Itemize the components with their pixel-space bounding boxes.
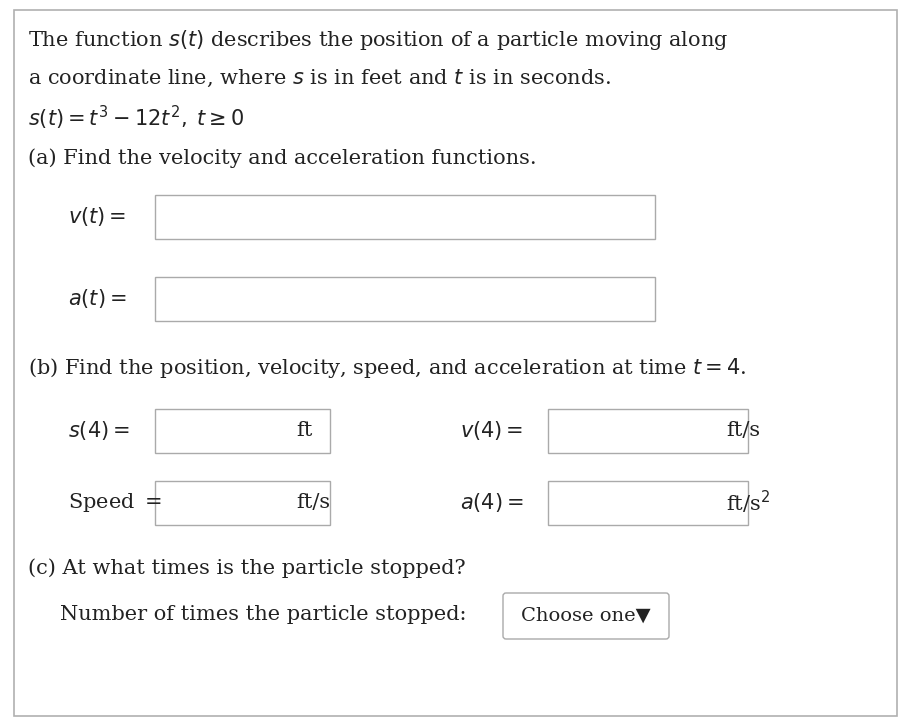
FancyBboxPatch shape bbox=[548, 481, 748, 525]
Text: a coordinate line, where $s$ is in feet and $t$ is in seconds.: a coordinate line, where $s$ is in feet … bbox=[28, 68, 611, 89]
Text: Speed $=$: Speed $=$ bbox=[68, 491, 162, 513]
Text: The function $s(t)$ describes the position of a particle moving along: The function $s(t)$ describes the positi… bbox=[28, 28, 729, 52]
FancyBboxPatch shape bbox=[155, 409, 330, 453]
FancyBboxPatch shape bbox=[155, 277, 655, 321]
FancyBboxPatch shape bbox=[155, 481, 330, 525]
FancyBboxPatch shape bbox=[503, 593, 669, 639]
FancyBboxPatch shape bbox=[155, 195, 655, 239]
FancyBboxPatch shape bbox=[14, 10, 897, 716]
Text: (b) Find the position, velocity, speed, and acceleration at time $t = 4$.: (b) Find the position, velocity, speed, … bbox=[28, 356, 746, 380]
Text: $a(t) =$: $a(t) =$ bbox=[68, 287, 127, 309]
Text: $v(4) =$: $v(4) =$ bbox=[460, 418, 523, 441]
Text: (c) At what times is the particle stopped?: (c) At what times is the particle stoppe… bbox=[28, 558, 466, 578]
Text: $s(t) = t^3 - 12t^2,\; t \geq 0$: $s(t) = t^3 - 12t^2,\; t \geq 0$ bbox=[28, 104, 244, 132]
Text: Choose one▼: Choose one▼ bbox=[521, 607, 650, 625]
Text: ft/s: ft/s bbox=[296, 492, 330, 512]
Text: ft/s: ft/s bbox=[726, 420, 760, 439]
Text: ft: ft bbox=[296, 420, 312, 439]
Text: (a) Find the velocity and acceleration functions.: (a) Find the velocity and acceleration f… bbox=[28, 148, 537, 168]
Text: Number of times the particle stopped:: Number of times the particle stopped: bbox=[60, 605, 466, 624]
Text: $s(4) =$: $s(4) =$ bbox=[68, 418, 130, 441]
Text: $v(t) =$: $v(t) =$ bbox=[68, 205, 127, 227]
FancyBboxPatch shape bbox=[548, 409, 748, 453]
Text: $a(4) =$: $a(4) =$ bbox=[460, 491, 524, 513]
Text: ft/s$^2$: ft/s$^2$ bbox=[726, 489, 770, 515]
